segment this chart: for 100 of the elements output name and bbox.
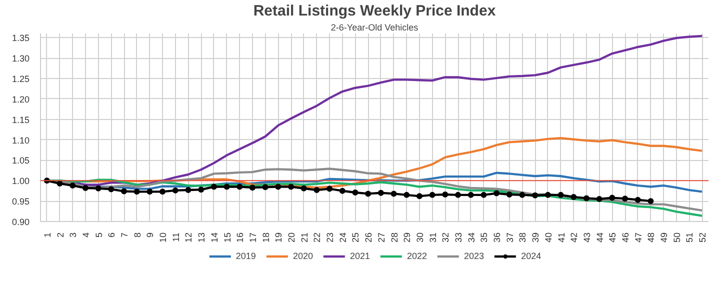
- point: [352, 189, 358, 196]
- x-tick-label: 1: [42, 232, 52, 238]
- point: [378, 190, 384, 196]
- y-tick-label: 1.10: [12, 135, 30, 146]
- chart-subtitle: 2-6-Year-Old Vehicles: [330, 22, 419, 32]
- x-tick-label: 24: [338, 232, 348, 243]
- x-tick-label: 45: [608, 232, 618, 243]
- x-tick-label: 34: [466, 232, 476, 243]
- x-tick-label: 35: [479, 232, 490, 243]
- x-tick-label: 8: [132, 232, 142, 238]
- point: [185, 187, 192, 194]
- x-tick-label: 31: [428, 232, 438, 243]
- point: [416, 193, 422, 200]
- x-tick-label: 49: [659, 232, 670, 243]
- x-tick-label: 41: [556, 232, 566, 243]
- point: [236, 184, 243, 190]
- point: [596, 196, 602, 202]
- x-tick-label: 38: [518, 232, 528, 243]
- point: [570, 194, 577, 200]
- legend-label: 2024: [521, 251, 542, 261]
- x-tick-label: 25: [350, 232, 361, 243]
- x-tick-label: 30: [414, 232, 425, 243]
- legend-label: 2021: [350, 251, 370, 261]
- point: [365, 190, 372, 197]
- y-tick-label: 1.25: [12, 74, 30, 84]
- point: [326, 186, 333, 192]
- point: [249, 184, 256, 191]
- point: [70, 182, 76, 189]
- x-tick-label: 9: [145, 232, 156, 238]
- point: [429, 192, 436, 198]
- point: [146, 188, 153, 195]
- x-tick-label: 51: [684, 232, 695, 243]
- chart-title: Retail Listings Weekly Price Index: [253, 2, 496, 20]
- point: [95, 185, 102, 192]
- x-tick-label: 40: [543, 232, 554, 243]
- y-tick-label: 1.35: [12, 33, 30, 44]
- point: [468, 192, 474, 198]
- point: [404, 192, 410, 198]
- y-tick-label: 0.90: [12, 217, 30, 227]
- x-tick-label: 20: [286, 232, 296, 243]
- x-tick-label: 11: [170, 232, 181, 242]
- x-tick-label: 37: [504, 232, 515, 243]
- point: [314, 187, 320, 194]
- x-tick-label: 17: [248, 232, 258, 243]
- x-tick-label: 4: [80, 232, 91, 238]
- x-tick-label: 10: [158, 232, 168, 243]
- point: [288, 184, 294, 190]
- x-tick-label: 44: [594, 232, 605, 243]
- legend-label: 2020: [292, 251, 313, 261]
- point: [262, 184, 268, 190]
- x-tick-label: 12: [184, 232, 194, 243]
- x-tick-label: 32: [440, 232, 451, 243]
- point: [648, 198, 654, 204]
- x-tick-label: 48: [646, 232, 656, 243]
- x-tick-label: 39: [530, 232, 541, 243]
- x-tick-label: 14: [209, 232, 220, 243]
- point: [275, 184, 282, 190]
- y-tick-label: 1.00: [12, 176, 30, 186]
- x-tick-label: 22: [312, 232, 322, 243]
- y-tick-label: 1.20: [12, 94, 30, 104]
- x-tick-label: 6: [106, 232, 117, 238]
- point: [300, 185, 307, 192]
- x-tick-label: 52: [698, 232, 708, 243]
- point: [210, 184, 217, 190]
- x-tick-label: 42: [569, 232, 580, 243]
- x-tick-label: 3: [68, 232, 78, 238]
- legend-label: 2019: [236, 251, 256, 261]
- point: [506, 192, 512, 198]
- x-tick-label: 23: [325, 232, 336, 243]
- x-tick-label: 29: [402, 232, 412, 243]
- point: [160, 188, 166, 195]
- x-tick-label: 15: [222, 232, 232, 243]
- x-tick-label: 26: [364, 232, 374, 243]
- point: [108, 186, 114, 192]
- x-tick-label: 36: [492, 232, 502, 243]
- point: [121, 188, 127, 194]
- x-tick-label: 50: [672, 232, 682, 243]
- legend-label: 2023: [464, 251, 484, 261]
- y-tick-label: 1.05: [12, 156, 30, 166]
- legend-label: 2022: [407, 251, 428, 261]
- point: [134, 188, 140, 195]
- point: [622, 196, 628, 202]
- point: [634, 196, 641, 203]
- point: [544, 192, 551, 198]
- x-tick-label: 13: [196, 232, 207, 243]
- x-tick-label: 46: [620, 232, 630, 243]
- point: [558, 192, 564, 198]
- point: [609, 194, 616, 201]
- point: [390, 190, 397, 197]
- point: [82, 184, 88, 191]
- x-tick-label: 43: [582, 232, 592, 243]
- x-tick-label: 47: [633, 232, 644, 243]
- point: [455, 192, 461, 198]
- y-tick-label: 0.95: [12, 196, 30, 207]
- point: [494, 190, 500, 196]
- point: [442, 192, 448, 198]
- x-tick-label: 16: [235, 232, 246, 243]
- point: [172, 187, 178, 194]
- x-tick-label: 19: [274, 232, 284, 243]
- y-tick-label: 1.15: [12, 114, 30, 125]
